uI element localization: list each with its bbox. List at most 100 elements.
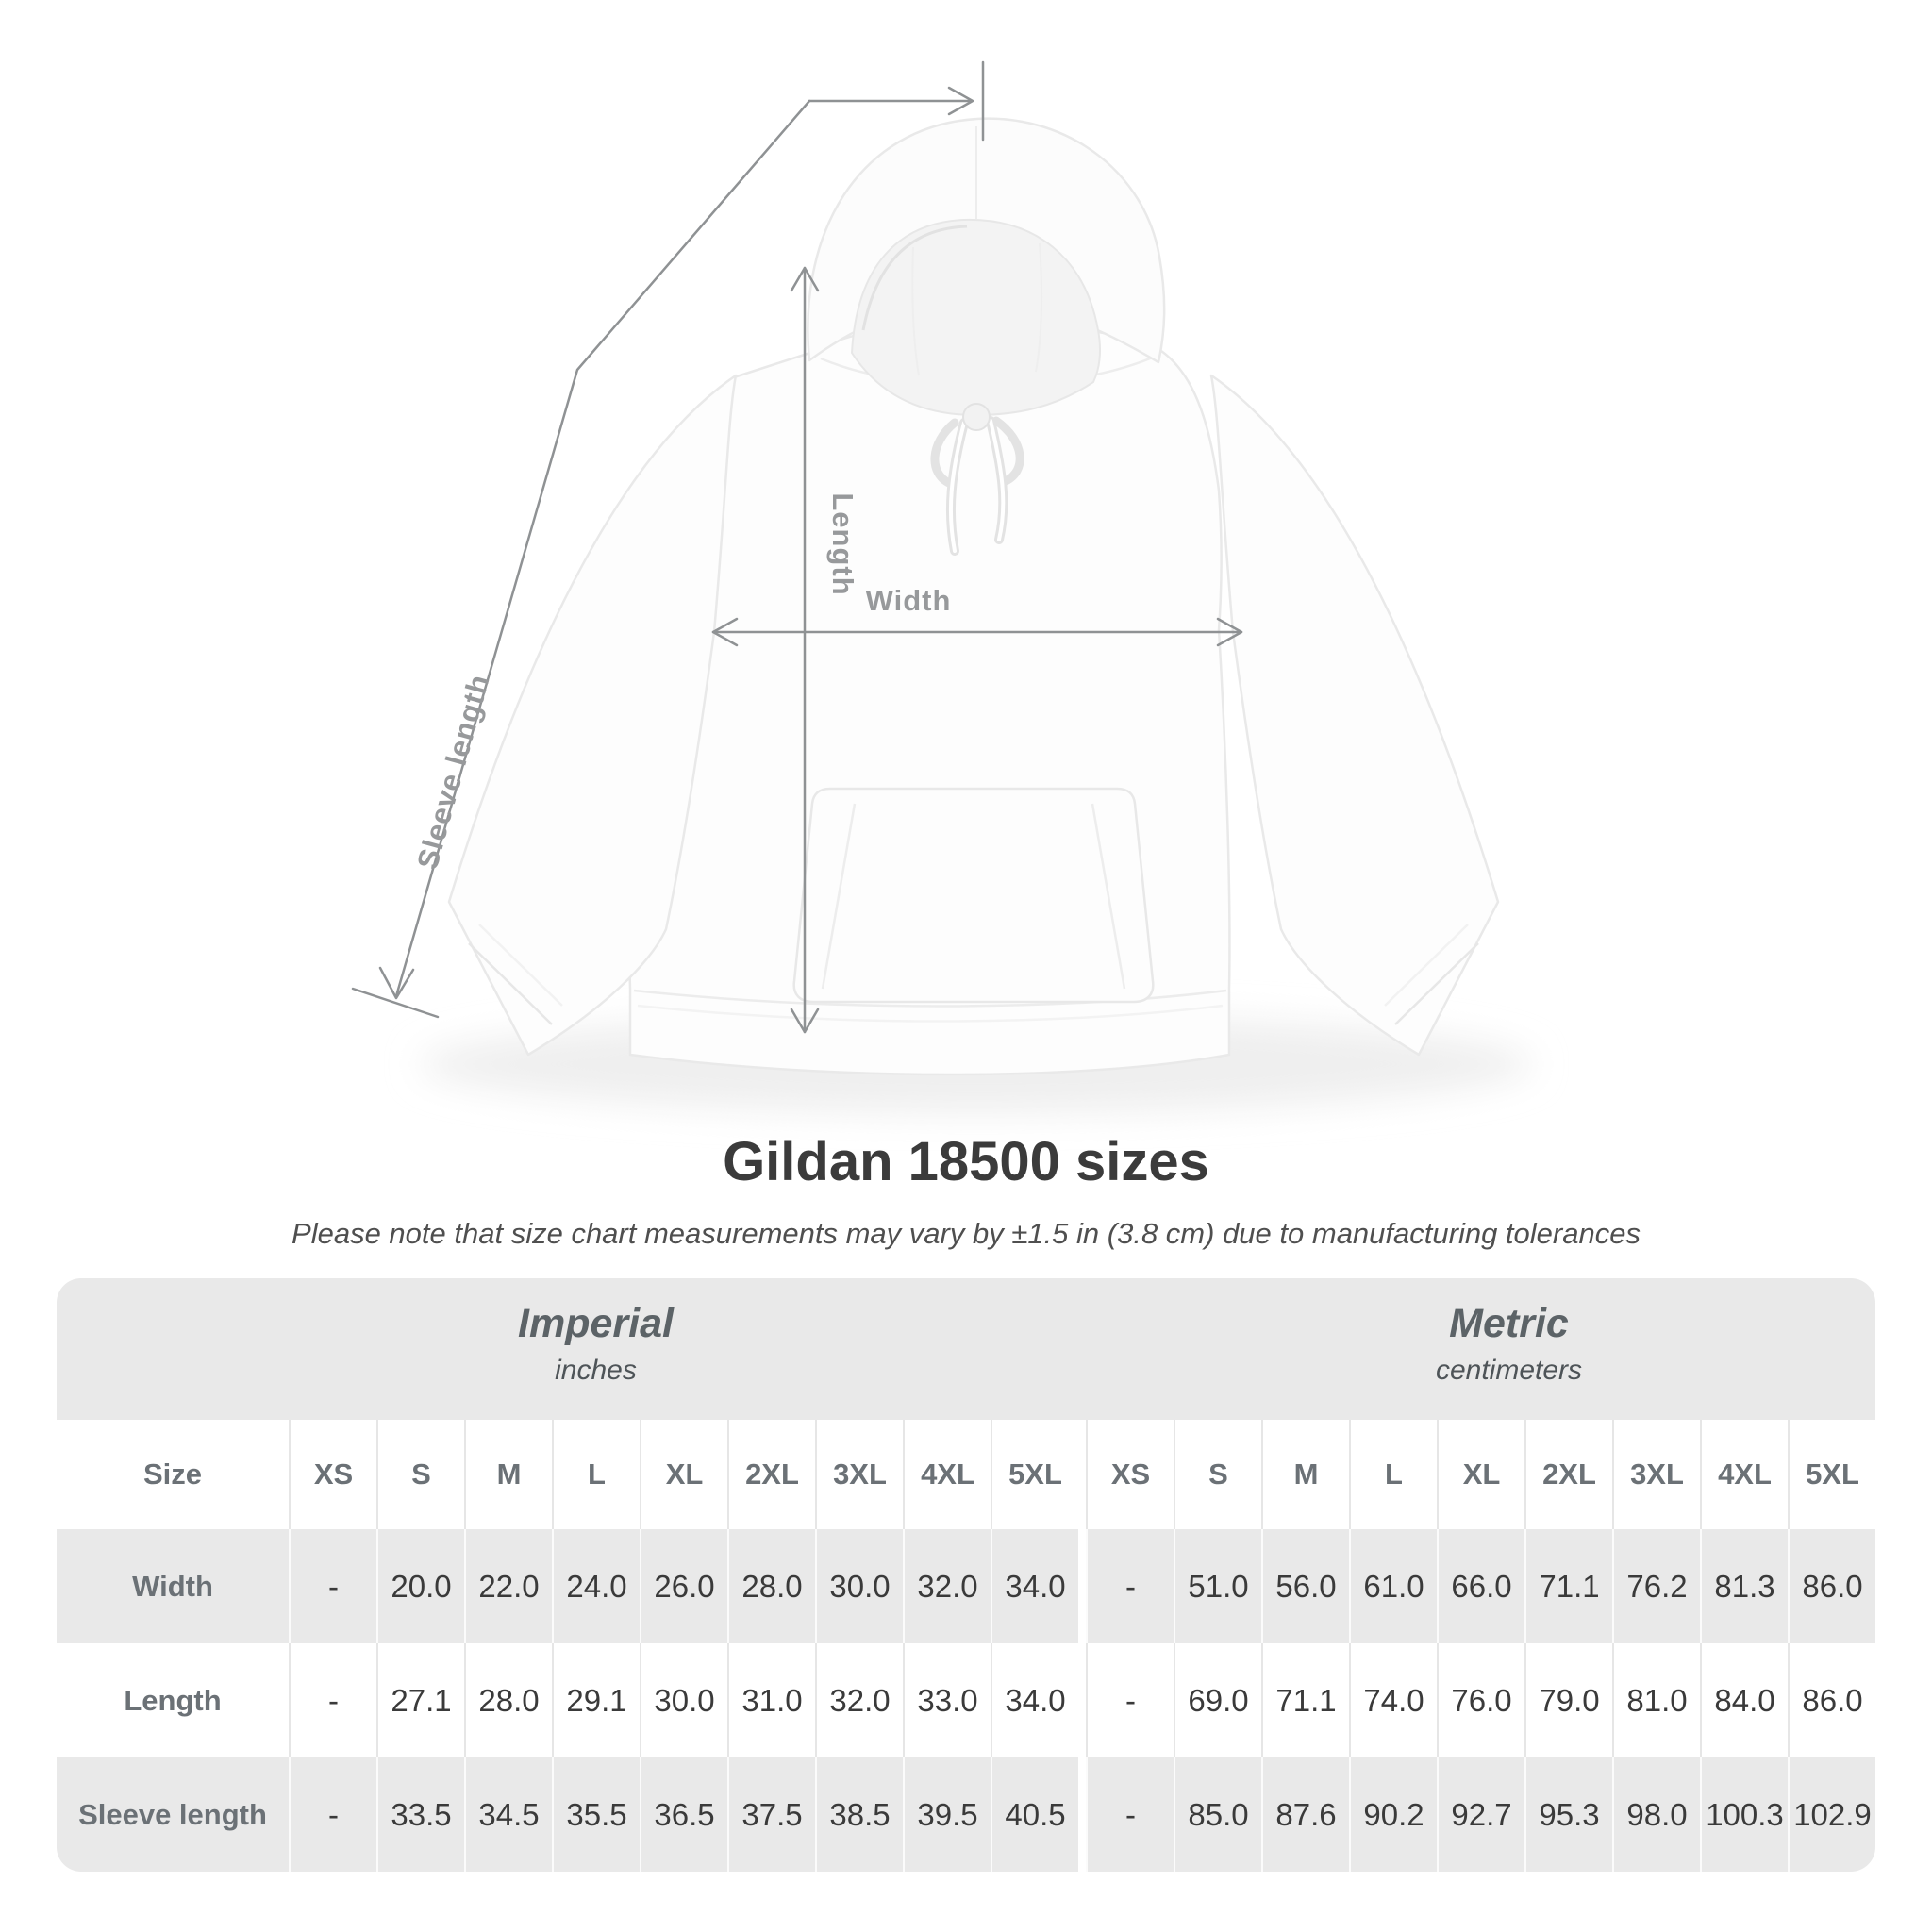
table-cell: 32.0 bbox=[903, 1529, 991, 1643]
hoodie-right-sleeve bbox=[1209, 374, 1500, 1057]
table-cell: 28.0 bbox=[464, 1643, 552, 1757]
table-cell: 38.5 bbox=[815, 1757, 903, 1872]
size-col-header: 3XL bbox=[815, 1420, 903, 1529]
table-cell: 100.3 bbox=[1700, 1757, 1788, 1872]
table-cell: 86.0 bbox=[1788, 1529, 1875, 1643]
size-col-header: 5XL bbox=[991, 1420, 1078, 1529]
table-cell: 29.1 bbox=[552, 1643, 640, 1757]
size-col-header: L bbox=[552, 1420, 640, 1529]
table-cell: 33.0 bbox=[903, 1643, 991, 1757]
size-col-header: M bbox=[464, 1420, 552, 1529]
size-col-header: 2XL bbox=[727, 1420, 815, 1529]
table-cell: - bbox=[1086, 1643, 1174, 1757]
unit-group-band: Imperial inches Metric centimeters bbox=[57, 1278, 1875, 1420]
table-cell: 20.0 bbox=[376, 1529, 464, 1643]
table-cell: - bbox=[289, 1757, 376, 1872]
size-col-header: XS bbox=[289, 1420, 376, 1529]
size-col-header: S bbox=[1174, 1420, 1261, 1529]
size-col-header: XL bbox=[640, 1420, 727, 1529]
table-row: Sleeve length -33.5 34.5 35.5 36.5 37.5 38.5 39… bbox=[57, 1757, 1875, 1872]
table-cell: 95.3 bbox=[1524, 1757, 1612, 1872]
measurement-arrows bbox=[351, 60, 1243, 1034]
sleeve-length-line bbox=[351, 60, 985, 1019]
table-cell: 34.0 bbox=[991, 1643, 1078, 1757]
size-col-header: 3XL bbox=[1612, 1420, 1700, 1529]
table-cell: 61.0 bbox=[1349, 1529, 1437, 1643]
group-subtitle: centimeters bbox=[1435, 1355, 1583, 1386]
table-cell: 34.0 bbox=[991, 1529, 1078, 1643]
table-cell: 76.2 bbox=[1612, 1529, 1700, 1643]
table-cell: 76.0 bbox=[1437, 1643, 1524, 1757]
table-cell: 30.0 bbox=[815, 1529, 903, 1643]
hoodie-hood bbox=[807, 117, 1166, 556]
group-header-imperial: Imperial inches bbox=[57, 1278, 1135, 1420]
table-cell: - bbox=[289, 1643, 376, 1757]
size-table: Imperial inches Metric centimeters Size … bbox=[57, 1278, 1875, 1872]
table-cell: 30.0 bbox=[640, 1643, 727, 1757]
width-line bbox=[711, 617, 1243, 647]
table-cell: 98.0 bbox=[1612, 1757, 1700, 1872]
table-cell: 22.0 bbox=[464, 1529, 552, 1643]
group-header-metric: Metric centimeters bbox=[1142, 1278, 1875, 1420]
table-cell: 71.1 bbox=[1261, 1643, 1349, 1757]
table-cell: 56.0 bbox=[1261, 1529, 1349, 1643]
size-col-header: 4XL bbox=[903, 1420, 991, 1529]
table-cell: 36.5 bbox=[640, 1757, 727, 1872]
table-cell: - bbox=[1086, 1529, 1174, 1643]
table-cell: 31.0 bbox=[727, 1643, 815, 1757]
table-cell: 84.0 bbox=[1700, 1643, 1788, 1757]
size-header-label: Size bbox=[57, 1420, 289, 1529]
table-cell: 74.0 bbox=[1349, 1643, 1437, 1757]
length-label: Length bbox=[826, 492, 859, 596]
table-cell: - bbox=[1086, 1757, 1174, 1872]
table-cell: 40.5 bbox=[991, 1757, 1078, 1872]
table-cell: 81.0 bbox=[1612, 1643, 1700, 1757]
table-cell: - bbox=[289, 1529, 376, 1643]
table-cell: 51.0 bbox=[1174, 1529, 1261, 1643]
hoodie-diagram: Sleeve length Length Width bbox=[351, 60, 1533, 1113]
table-cell: 35.5 bbox=[552, 1757, 640, 1872]
group-title: Imperial bbox=[518, 1301, 674, 1346]
table-cell: 27.1 bbox=[376, 1643, 464, 1757]
table-cell: 28.0 bbox=[727, 1529, 815, 1643]
length-line bbox=[790, 266, 820, 1034]
table-row: Length -27.1 28.0 29.1 30.0 31.0 32.0 33.0 34.0-… bbox=[57, 1643, 1875, 1757]
table-cell: 79.0 bbox=[1524, 1643, 1612, 1757]
size-header-row: Size XS S M L XL 2XL 3XL 4XL 5XL XS S M L XL 2XL 3XL 4XL… bbox=[57, 1420, 1875, 1529]
size-col-header: L bbox=[1349, 1420, 1437, 1529]
hoodie-left-sleeve bbox=[447, 374, 738, 1057]
table-cell: 92.7 bbox=[1437, 1757, 1524, 1872]
table-cell: 85.0 bbox=[1174, 1757, 1261, 1872]
page-subtitle: Please note that size chart measurements… bbox=[291, 1217, 1641, 1250]
table-cell: 87.6 bbox=[1261, 1757, 1349, 1872]
table-cell: 34.5 bbox=[464, 1757, 552, 1872]
table-cell: 39.5 bbox=[903, 1757, 991, 1872]
page-title: Gildan 18500 sizes bbox=[723, 1131, 1209, 1192]
group-title: Metric bbox=[1449, 1301, 1569, 1346]
table-cell: 32.0 bbox=[815, 1643, 903, 1757]
table-cell: 37.5 bbox=[727, 1757, 815, 1872]
table-cell: 71.1 bbox=[1524, 1529, 1612, 1643]
hood-drawstrings bbox=[930, 403, 1024, 556]
table-row: Width -20.0 22.0 24.0 26.0 28.0 30.0 32.0 34.0-5… bbox=[57, 1529, 1875, 1643]
hoodie-pocket bbox=[792, 787, 1155, 1004]
size-col-header: M bbox=[1261, 1420, 1349, 1529]
row-label: Length bbox=[57, 1643, 289, 1757]
size-col-header: 4XL bbox=[1700, 1420, 1788, 1529]
table-cell: 102.9 bbox=[1788, 1757, 1875, 1872]
group-subtitle: inches bbox=[555, 1355, 637, 1386]
table-cell: 69.0 bbox=[1174, 1643, 1261, 1757]
table-cell: 24.0 bbox=[552, 1529, 640, 1643]
table-cell: 81.3 bbox=[1700, 1529, 1788, 1643]
size-col-header: 2XL bbox=[1524, 1420, 1612, 1529]
width-label: Width bbox=[865, 584, 952, 617]
size-col-header: 5XL bbox=[1788, 1420, 1875, 1529]
size-col-header: XL bbox=[1437, 1420, 1524, 1529]
table-cell: 66.0 bbox=[1437, 1529, 1524, 1643]
row-label: Width bbox=[57, 1529, 289, 1643]
row-label: Sleeve length bbox=[57, 1757, 289, 1872]
table-cell: 33.5 bbox=[376, 1757, 464, 1872]
table-cell: 26.0 bbox=[640, 1529, 727, 1643]
size-col-header: S bbox=[376, 1420, 464, 1529]
